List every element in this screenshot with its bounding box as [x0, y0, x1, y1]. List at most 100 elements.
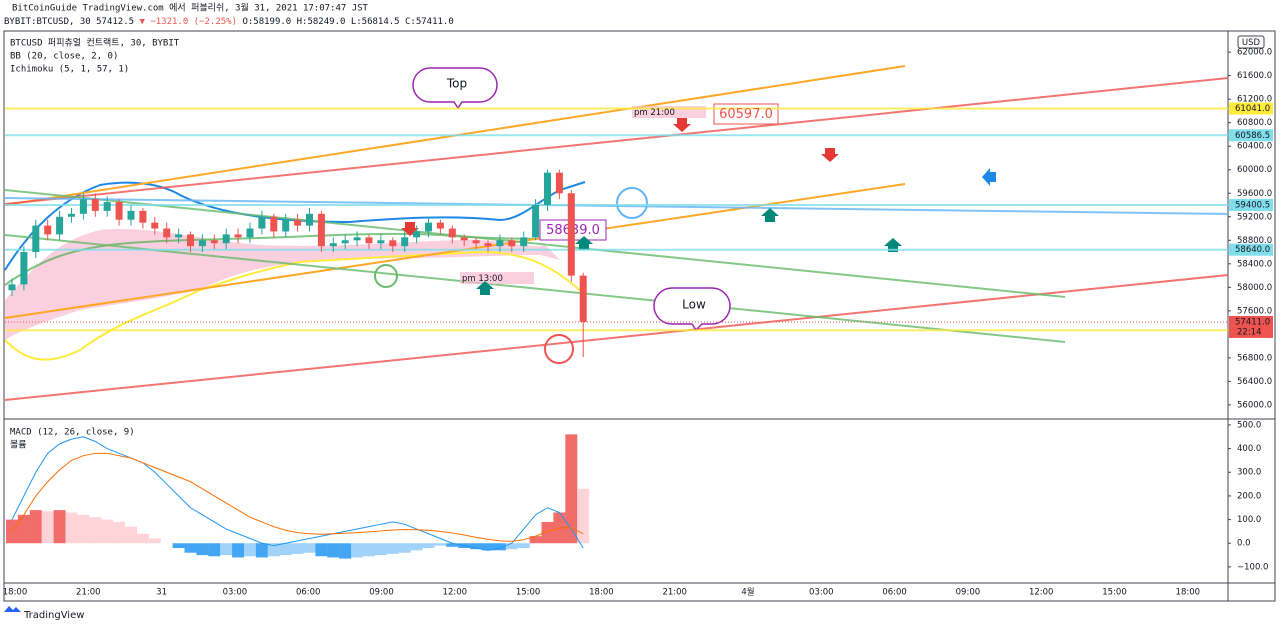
- candle-body: [329, 243, 337, 247]
- trend-line: [4, 189, 1066, 298]
- price-tag-label: 59400.5: [1235, 200, 1270, 210]
- candle-body: [413, 231, 421, 238]
- arrow-up: [761, 208, 779, 222]
- sad-face: [544, 334, 574, 364]
- currency: USD: [1242, 38, 1261, 48]
- arrow-down: [821, 148, 839, 162]
- candle-body: [115, 202, 123, 220]
- histogram-bar: [351, 543, 364, 558]
- arrow-down: [673, 118, 691, 132]
- arrow-left: [982, 168, 996, 186]
- histogram-bar: [267, 543, 280, 557]
- candle-body: [544, 172, 551, 206]
- y2-tick-label: 100.0: [1237, 515, 1261, 525]
- x-tick-label: 15:00: [1102, 588, 1127, 598]
- brand: TradingView: [23, 610, 84, 621]
- y2-tick-label: 300.0: [1237, 468, 1261, 478]
- candle-body: [20, 252, 28, 285]
- candle-body: [436, 222, 444, 229]
- x-tick-label: 03:00: [223, 588, 248, 598]
- histogram-bar: [17, 514, 30, 544]
- candle-body: [520, 237, 528, 247]
- histogram-bar: [327, 543, 340, 558]
- y-tick-label: 58000.0: [1237, 283, 1272, 293]
- histogram-bar: [291, 543, 304, 554]
- histogram-bar: [315, 543, 328, 557]
- annotation: Top: [446, 77, 467, 91]
- candle-body: [389, 240, 397, 247]
- x-tick-label: 18:00: [1176, 588, 1201, 598]
- candle-body: [32, 225, 40, 253]
- candle-body: [555, 172, 563, 194]
- arrow-up: [884, 238, 902, 252]
- neutral-face: [374, 264, 398, 288]
- candle-body: [317, 213, 325, 247]
- macd-line: [11, 452, 584, 542]
- price-tag: [1229, 243, 1273, 256]
- price-tag-label: 58640.0: [1235, 245, 1270, 255]
- candle-body: [472, 240, 480, 244]
- histogram-bar: [493, 543, 506, 551]
- drawings: [4, 65, 1229, 401]
- histogram-bar: [279, 543, 292, 556]
- histogram-bar: [232, 543, 245, 558]
- price-tag: [1229, 102, 1273, 115]
- y-tick-label: 59200.0: [1237, 212, 1272, 222]
- y2-tick-label: 400.0: [1237, 444, 1261, 454]
- price-tag: [1229, 198, 1273, 211]
- y-tick-label: 58400.0: [1237, 259, 1272, 269]
- callout: [653, 287, 731, 332]
- histogram-bar: [148, 538, 161, 544]
- y-tick-label: 61600.0: [1237, 71, 1272, 81]
- header-line: BitCoinGuide TradingView.com 에서 퍼블리쉬, 3월…: [12, 2, 369, 14]
- candle-body: [127, 210, 135, 220]
- candle-body: [294, 219, 302, 226]
- macd-line: [11, 436, 584, 551]
- candle-body: [246, 228, 254, 238]
- x-tick-label: 4월: [741, 587, 754, 598]
- price-tag-label: 61041.0: [1235, 104, 1270, 114]
- candle-body: [353, 237, 361, 241]
- arrow-up: [476, 281, 494, 295]
- x-tick-label: 18:00: [589, 588, 614, 598]
- countdown: 22:14: [1237, 327, 1262, 337]
- x-tick-label: 12:00: [1029, 588, 1054, 598]
- candle-body: [234, 234, 242, 238]
- legend-item: Ichimoku (5, 1, 57, 1): [10, 65, 129, 75]
- ichimoku-cloud: [5, 228, 560, 340]
- macd-title: MACD (12, 26, close, 9): [10, 428, 135, 438]
- symbol: BYBIT:BTCUSD, 30: [4, 17, 91, 27]
- y-tick-label: 56400.0: [1237, 377, 1272, 387]
- trend-line: [4, 183, 906, 319]
- candle-body: [341, 240, 349, 244]
- histogram-bar: [89, 517, 102, 544]
- x-tick-label: 09:00: [956, 588, 981, 598]
- price-tag: [1229, 129, 1273, 142]
- histogram-bar: [541, 521, 554, 544]
- y-tick-label: 60800.0: [1237, 118, 1272, 128]
- histogram-bar: [363, 543, 375, 557]
- legend-item: BTCUSD 퍼피츄얼 컨트랙트, 30, BYBIT: [10, 38, 180, 49]
- histogram-bar: [53, 510, 66, 544]
- x-tick-label: 15:00: [516, 588, 541, 598]
- annotation: pm 21:00: [634, 108, 675, 118]
- candle-body: [567, 193, 575, 276]
- y-tick-label: 61200.0: [1237, 95, 1272, 105]
- histogram-bar: [529, 536, 542, 544]
- histogram-bar: [65, 512, 78, 544]
- price-tag-label: 57411.0: [1235, 317, 1270, 327]
- histogram-bar: [434, 543, 447, 546]
- histogram-bar: [410, 543, 423, 551]
- histogram-bar: [565, 434, 578, 544]
- candle-body: [222, 234, 230, 244]
- y2-tick-label: −100.0: [1237, 562, 1268, 572]
- candle-body: [139, 210, 147, 223]
- annotation: Low: [682, 298, 706, 312]
- annotation: pm 13:00: [462, 274, 503, 284]
- y-tick-label: 57600.0: [1237, 306, 1272, 316]
- x-tick-label: 06:00: [296, 588, 321, 598]
- candle-body: [282, 219, 290, 232]
- x-tick-label: 18:00: [3, 588, 28, 598]
- histogram-bar: [422, 543, 435, 548]
